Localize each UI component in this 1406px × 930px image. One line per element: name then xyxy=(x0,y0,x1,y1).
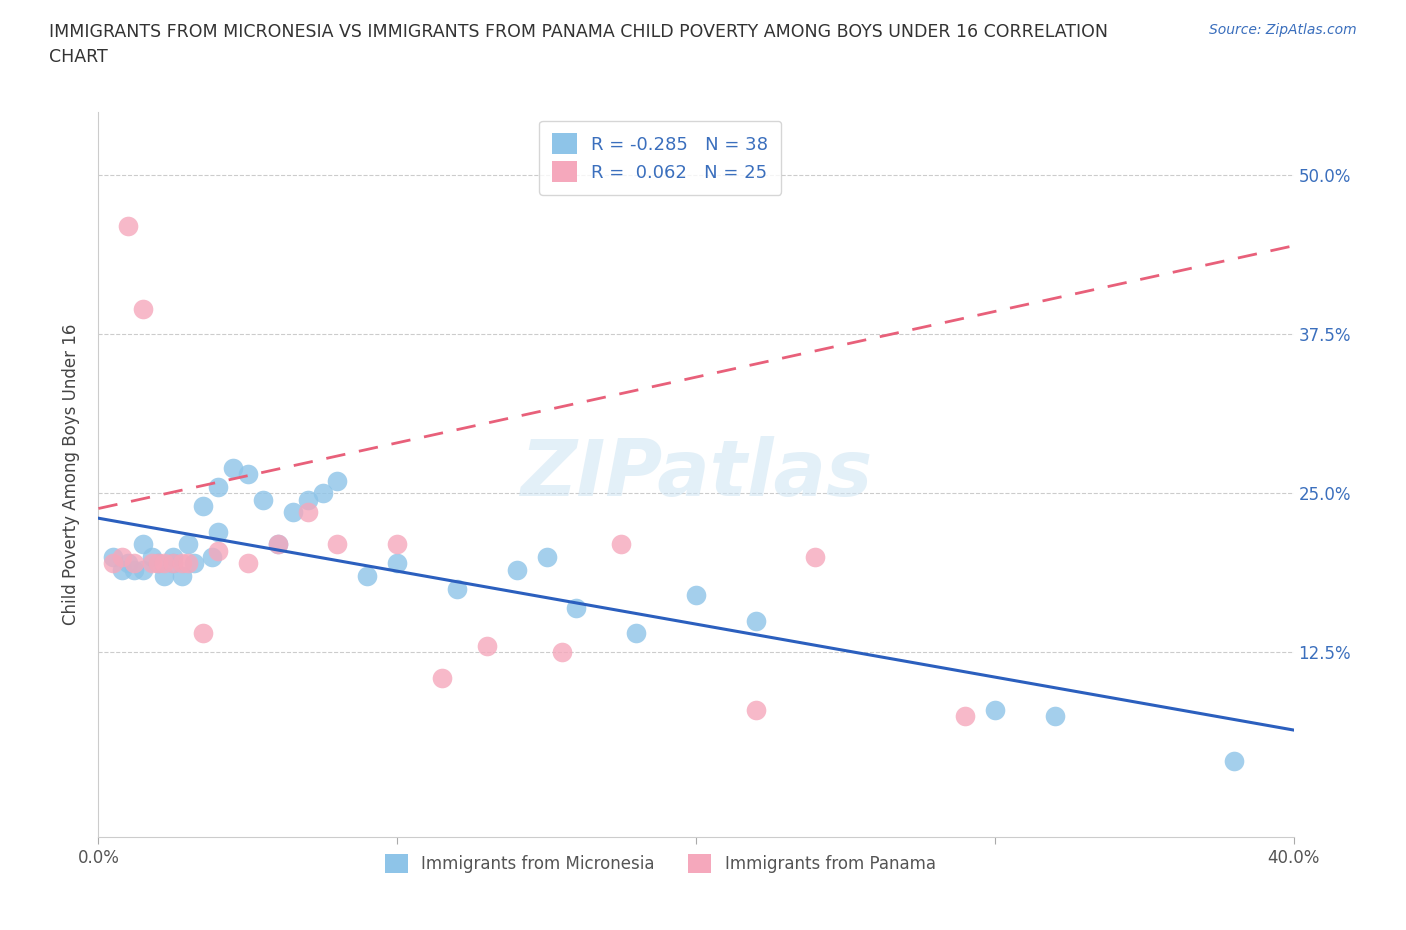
Point xyxy=(132,301,155,316)
Point xyxy=(172,568,194,583)
Point xyxy=(141,556,163,571)
Point xyxy=(475,639,498,654)
Point xyxy=(385,556,409,571)
Point xyxy=(207,543,229,558)
Text: ZIPatlas: ZIPatlas xyxy=(520,436,872,512)
Point xyxy=(506,563,529,578)
Point xyxy=(162,556,184,571)
Point xyxy=(148,556,170,571)
Point xyxy=(124,556,146,571)
Point xyxy=(222,460,245,475)
Point xyxy=(117,219,139,233)
Point xyxy=(172,556,194,571)
Point xyxy=(141,550,163,565)
Text: IMMIGRANTS FROM MICRONESIA VS IMMIGRANTS FROM PANAMA CHILD POVERTY AMONG BOYS UN: IMMIGRANTS FROM MICRONESIA VS IMMIGRANTS… xyxy=(49,23,1108,66)
Point xyxy=(236,556,259,571)
Point xyxy=(267,537,290,551)
Point xyxy=(236,467,259,482)
Point xyxy=(626,626,648,641)
Text: Source: ZipAtlas.com: Source: ZipAtlas.com xyxy=(1209,23,1357,37)
Point xyxy=(191,498,214,513)
Point xyxy=(326,473,349,488)
Y-axis label: Child Poverty Among Boys Under 16: Child Poverty Among Boys Under 16 xyxy=(62,324,80,625)
Point xyxy=(267,537,290,551)
Point xyxy=(1043,709,1066,724)
Point xyxy=(536,550,558,565)
Point xyxy=(565,601,588,616)
Legend: Immigrants from Micronesia, Immigrants from Panama: Immigrants from Micronesia, Immigrants f… xyxy=(378,847,942,880)
Point xyxy=(207,480,229,495)
Point xyxy=(446,581,468,596)
Point xyxy=(201,550,224,565)
Point xyxy=(183,556,205,571)
Point xyxy=(953,709,976,724)
Point xyxy=(153,568,176,583)
Point xyxy=(430,671,453,685)
Point xyxy=(111,550,134,565)
Point xyxy=(103,550,125,565)
Point xyxy=(984,702,1007,717)
Point xyxy=(162,556,184,571)
Point xyxy=(177,556,200,571)
Point xyxy=(207,525,229,539)
Point xyxy=(281,505,304,520)
Point xyxy=(153,556,176,571)
Point xyxy=(177,537,200,551)
Point xyxy=(132,537,155,551)
Point xyxy=(148,556,170,571)
Point xyxy=(111,563,134,578)
Point xyxy=(356,568,378,583)
Point xyxy=(385,537,409,551)
Point xyxy=(1223,753,1246,768)
Point xyxy=(745,702,768,717)
Point xyxy=(191,626,214,641)
Point xyxy=(610,537,633,551)
Point xyxy=(745,613,768,628)
Point xyxy=(162,550,184,565)
Point xyxy=(117,556,139,571)
Point xyxy=(550,645,572,660)
Point xyxy=(132,563,155,578)
Point xyxy=(124,563,146,578)
Point xyxy=(297,505,319,520)
Point xyxy=(311,486,333,501)
Point xyxy=(252,492,274,507)
Point xyxy=(804,550,827,565)
Point xyxy=(103,556,125,571)
Point xyxy=(326,537,349,551)
Point xyxy=(685,588,707,603)
Point xyxy=(297,492,319,507)
